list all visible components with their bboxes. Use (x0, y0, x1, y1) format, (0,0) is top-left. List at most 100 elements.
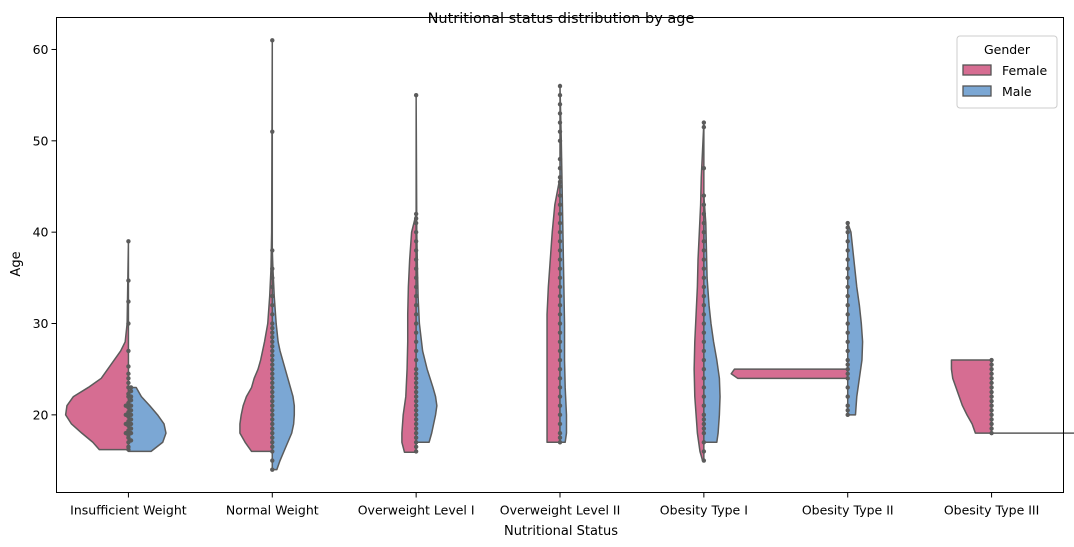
data-point (989, 408, 994, 413)
data-point (128, 388, 134, 394)
data-point (701, 458, 707, 463)
violin-male-2 (415, 94, 438, 444)
data-point (557, 211, 563, 217)
data-point (128, 398, 134, 403)
y-axis: 20 30 40 50 60 (33, 42, 57, 422)
data-point (413, 266, 419, 271)
data-point (845, 275, 850, 281)
legend-label-male: Male (1002, 84, 1032, 99)
data-point (270, 330, 275, 335)
data-point (126, 380, 131, 386)
data-point (989, 389, 994, 395)
data-point (701, 257, 707, 262)
data-point (128, 385, 134, 390)
data-point (701, 266, 707, 271)
data-point (128, 408, 134, 413)
data-point (845, 348, 850, 354)
data-point (557, 440, 563, 445)
data-point (557, 102, 563, 107)
violin-female-1 (239, 39, 274, 453)
data-point (557, 156, 563, 162)
data-point (270, 408, 275, 413)
data-point (701, 412, 707, 418)
data-point (413, 435, 419, 440)
data-point (413, 229, 419, 235)
data-point (701, 193, 707, 198)
data-point (701, 303, 707, 308)
data-point (413, 293, 419, 299)
violin-male-0 (127, 386, 167, 453)
data-point (989, 430, 994, 436)
data-point (989, 426, 994, 431)
data-point (701, 124, 707, 130)
data-point (557, 284, 563, 290)
data-point (270, 353, 275, 358)
data-point (701, 430, 707, 436)
data-point (270, 403, 275, 408)
data-point (270, 435, 275, 440)
data-point (845, 284, 850, 290)
data-point (270, 357, 275, 363)
data-point (413, 248, 419, 253)
data-point (126, 400, 131, 406)
data-point (413, 312, 419, 317)
chart-title: Nutritional status distribution by age (428, 11, 695, 27)
data-point (413, 417, 419, 422)
data-point (701, 348, 707, 354)
data-point (845, 412, 850, 418)
data-point (128, 412, 134, 418)
data-point (557, 184, 563, 189)
y-tick-label: 20 (33, 407, 49, 422)
data-point (845, 225, 850, 230)
data-point (413, 389, 419, 395)
data-point (557, 394, 563, 399)
data-point (989, 357, 994, 363)
data-point (270, 371, 275, 376)
data-point (701, 357, 707, 363)
data-point (845, 362, 850, 367)
data-point (557, 293, 563, 299)
data-point (701, 426, 707, 431)
y-tick-label: 60 (33, 42, 49, 57)
data-point (126, 321, 131, 326)
data-point (270, 444, 275, 450)
data-point (557, 175, 563, 180)
data-point (557, 376, 563, 381)
x-tick-label: Insufficient Weight (70, 503, 187, 518)
y-tick-label: 50 (33, 133, 49, 148)
data-point (413, 403, 419, 408)
data-point (413, 275, 419, 281)
data-point (845, 266, 850, 271)
data-point (270, 129, 275, 134)
data-point (701, 376, 707, 381)
data-point (989, 380, 994, 386)
data-point (413, 257, 419, 262)
data-point (557, 257, 563, 262)
data-point (413, 216, 419, 221)
data-point (701, 440, 707, 445)
data-point (126, 444, 131, 450)
data-point (701, 394, 707, 399)
data-point (557, 229, 563, 235)
data-point (123, 403, 129, 408)
data-point (270, 394, 275, 399)
data-point (557, 193, 563, 198)
data-point (701, 312, 707, 317)
data-point (845, 385, 850, 390)
legend-title: Gender (984, 42, 1031, 57)
data-point (557, 239, 563, 244)
data-point (701, 321, 707, 326)
x-tick-label: Normal Weight (226, 503, 319, 518)
data-point (413, 371, 419, 376)
y-tick-label: 30 (33, 316, 49, 331)
data-point (989, 412, 994, 418)
data-point (557, 357, 563, 363)
data-point (557, 92, 563, 98)
data-point (845, 408, 850, 413)
data-point (128, 438, 134, 443)
violin-female-0 (64, 240, 130, 451)
data-point (701, 284, 707, 290)
data-point (413, 385, 419, 390)
data-point (989, 403, 994, 408)
